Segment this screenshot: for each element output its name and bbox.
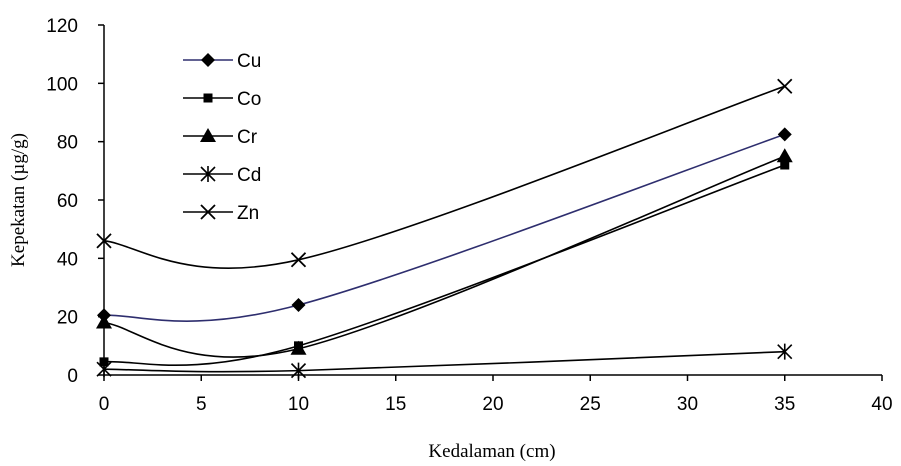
series-line-co	[103, 164, 786, 366]
x-tick-label: 25	[580, 394, 601, 415]
x-axis-label: Kedalaman (cm)	[428, 441, 555, 462]
y-tick-label: 80	[57, 133, 78, 154]
series-layer	[96, 78, 793, 379]
x-tick-label: 40	[871, 394, 892, 415]
data-point-cr	[290, 340, 307, 355]
legend-label-cu: Cu	[237, 51, 261, 72]
legend-item-co: Co	[183, 89, 261, 110]
legend-label-zn: Zn	[237, 203, 259, 224]
legend-marker-co	[203, 93, 213, 103]
data-point-zn	[777, 78, 793, 94]
data-point-cu	[291, 298, 306, 312]
axes: 0 20 40 60 80 100 120 0 5 10 15 20 25 30 35 40	[46, 16, 892, 415]
data-point-zn	[96, 233, 112, 249]
x-tick-label: 0	[99, 394, 110, 415]
legend-label-cr: Cr	[237, 127, 258, 148]
data-point-cr	[776, 148, 793, 163]
series-line-cr	[103, 155, 786, 358]
legend-item-zn: Zn	[183, 203, 259, 224]
legend-label-cd: Cd	[237, 165, 261, 186]
y-tick-label: 40	[57, 249, 78, 270]
x-tick-label: 5	[196, 394, 207, 415]
legend-marker-cd	[200, 166, 216, 182]
legend-item-cd: Cd	[183, 165, 261, 186]
legend: Cu Co Cr Cd Zn	[183, 51, 261, 224]
data-point-cd	[96, 361, 112, 378]
series-line-cu	[103, 133, 786, 322]
series-line-zn	[103, 85, 786, 269]
y-tick-label: 20	[57, 308, 78, 329]
y-tick-label: 120	[46, 16, 78, 37]
y-axis-label: Kepekatan (µg/g)	[8, 133, 29, 267]
data-point-co	[780, 160, 790, 170]
legend-label-co: Co	[237, 89, 261, 110]
data-point-cr	[96, 314, 112, 329]
x-tick-label: 15	[385, 394, 406, 415]
data-point-cu	[777, 127, 792, 142]
legend-marker-zn	[200, 204, 216, 220]
data-point-cd	[777, 343, 793, 360]
y-tick-label: 100	[46, 74, 78, 95]
legend-item-cr: Cr	[183, 127, 258, 148]
x-tick-label: 35	[774, 394, 795, 415]
series-line-cd	[103, 350, 785, 373]
x-tick-label: 20	[482, 394, 503, 415]
x-tick-label: 30	[677, 394, 698, 415]
legend-marker-cr	[200, 128, 216, 142]
data-point-cd	[290, 362, 307, 379]
x-tick-label: 10	[288, 394, 309, 415]
y-tick-label: 0	[67, 366, 78, 387]
y-tick-label: 60	[57, 191, 78, 212]
legend-item-cu: Cu	[183, 51, 261, 72]
data-point-zn	[290, 252, 307, 268]
legend-marker-cu	[201, 53, 215, 67]
